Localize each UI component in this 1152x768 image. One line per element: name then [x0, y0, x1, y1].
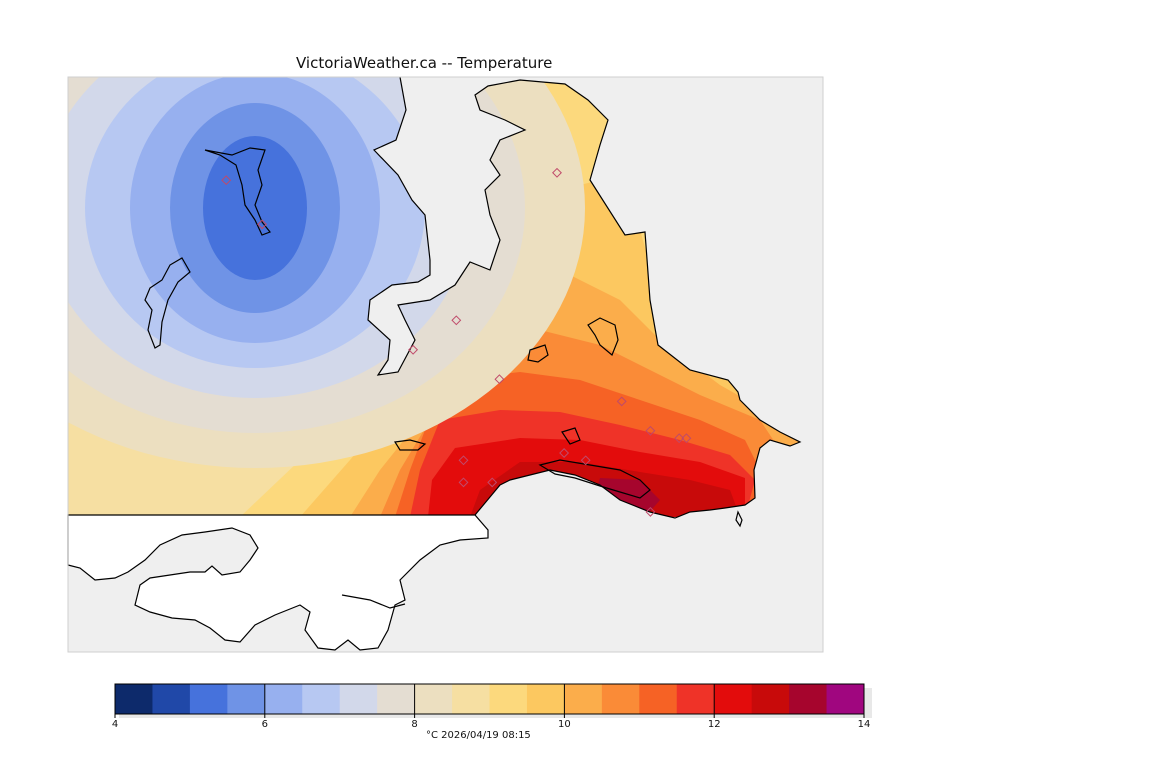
station-marker [458, 477, 469, 488]
colorbar-tick-label: 12 [708, 719, 721, 730]
colorbar: 4 6 8 10 12 14 [112, 683, 872, 730]
colorbar-swatch [152, 684, 191, 714]
colorbar-swatch [264, 684, 303, 714]
colorbar-swatch [489, 684, 528, 714]
colorbar-tick-label: 4 [112, 719, 118, 730]
lake-outline [204, 147, 271, 236]
colorbar-swatch [601, 684, 640, 714]
station-marker [674, 433, 685, 444]
station-marker [487, 477, 498, 488]
station-marker [552, 167, 562, 178]
colorbar-swatch [826, 684, 865, 714]
island-outline [561, 427, 581, 445]
island-outline [393, 439, 427, 451]
colorbar-swatch [339, 684, 378, 714]
colorbar-swatch [302, 684, 341, 714]
mainland-coastline [367, 76, 802, 519]
colorbar-swatch [227, 684, 266, 714]
temperature-band [203, 136, 307, 280]
colorbar-units-time: °C 2026/04/19 08:15 [426, 730, 531, 741]
colorbar-tick-label: 14 [858, 719, 871, 730]
colorbar-swatch [564, 684, 603, 714]
colorbar-tick-label: 8 [411, 719, 417, 730]
colorbar-swatch [676, 684, 715, 714]
colorbar-swatch [377, 684, 416, 714]
colorbar-tick-label: 6 [262, 719, 268, 730]
station-marker [221, 175, 232, 186]
station-marker [645, 506, 656, 517]
station-marker [580, 455, 591, 466]
island-outline [735, 510, 743, 528]
colorbar-swatch [526, 684, 565, 714]
map-title: VictoriaWeather.ca -- Temperature [296, 54, 553, 72]
colorbar-swatch [115, 684, 153, 714]
colorbar-swatch [639, 684, 678, 714]
station-marker [559, 448, 570, 458]
colorbar-swatch [751, 684, 790, 714]
island-outline [527, 344, 549, 363]
colorbar-swatch [189, 684, 228, 714]
colorbar-swatch [714, 684, 753, 714]
colorbar-tick-label: 10 [558, 719, 571, 730]
colorbar-swatch [452, 684, 490, 714]
station-marker [616, 396, 627, 407]
station-marker [494, 374, 505, 385]
island-coastline [67, 514, 489, 651]
island-outline [587, 317, 619, 356]
station-marker [257, 219, 268, 230]
station-marker [451, 315, 462, 326]
station-marker [458, 455, 469, 466]
stations [221, 167, 692, 517]
saanich-inlet-line [341, 594, 406, 609]
map-frame [67, 76, 824, 653]
colorbar-swatch [414, 684, 453, 714]
station-marker [408, 344, 419, 355]
station-marker [681, 433, 692, 444]
lake-outline [144, 257, 191, 349]
station-marker [645, 425, 656, 436]
colorbar-swatch [789, 684, 828, 714]
